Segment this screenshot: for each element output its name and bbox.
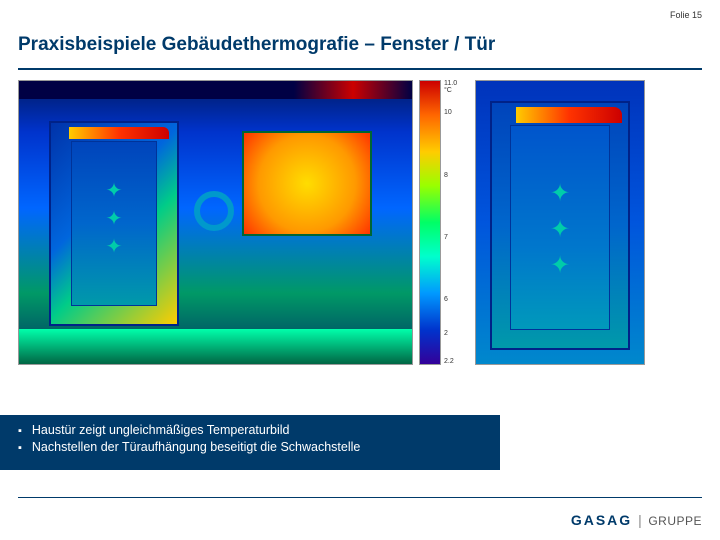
colorbar-tick: 2 — [444, 330, 448, 337]
thermal-window — [242, 131, 372, 236]
company-logo: GASAG | GRUPPE — [571, 512, 702, 528]
logo-main-text: GASAG — [571, 512, 632, 528]
images-row: ✦✦✦ 11.0 °C 10 8 7 6 2 2.2 ✦✦✦ — [18, 80, 645, 365]
thermal-door-panel: ✦✦✦ — [71, 141, 157, 306]
slide-number: Folie 15 — [670, 10, 702, 20]
bullets-bar: Haustür zeigt ungleichmäßiges Temperatur… — [0, 415, 500, 470]
thermal-door-zoom: ✦✦✦ — [490, 101, 630, 350]
colorbar-tick: 10 — [444, 109, 452, 116]
title-underline — [18, 68, 702, 70]
footer-divider — [18, 497, 702, 498]
colorbar-tick: 7 — [444, 234, 448, 241]
thermal-image-main: ✦✦✦ — [18, 80, 413, 365]
door-decoration-icon: ✦✦✦ — [106, 177, 123, 261]
bullet-item: Haustür zeigt ungleichmäßiges Temperatur… — [18, 423, 482, 437]
wreath-icon — [194, 191, 234, 231]
thermal-hotspot-zoom — [516, 107, 622, 123]
logo-separator: | — [638, 512, 642, 528]
thermal-image-zoom: ✦✦✦ — [475, 80, 645, 365]
page-title: Praxisbeispiele Gebäudethermografie – Fe… — [18, 34, 495, 56]
colorbar-tick: 6 — [444, 296, 448, 303]
door-decoration-icon: ✦✦✦ — [550, 176, 570, 284]
bullets-list: Haustür zeigt ungleichmäßiges Temperatur… — [18, 423, 482, 454]
colorbar-min-label: 2.2 — [444, 358, 454, 365]
temperature-colorbar: 11.0 °C 10 8 7 6 2 2.2 — [419, 80, 441, 365]
bullet-item: Nachstellen der Türaufhängung beseitigt … — [18, 440, 482, 454]
logo-sub-text: GRUPPE — [648, 514, 702, 528]
thermal-ground — [19, 329, 412, 364]
thermal-door: ✦✦✦ — [49, 121, 179, 326]
thermal-hotspot — [69, 127, 169, 139]
colorbar-max-label: 11.0 °C — [444, 80, 457, 94]
colorbar-tick: 8 — [444, 172, 448, 179]
thermal-door-panel-zoom: ✦✦✦ — [510, 125, 610, 330]
